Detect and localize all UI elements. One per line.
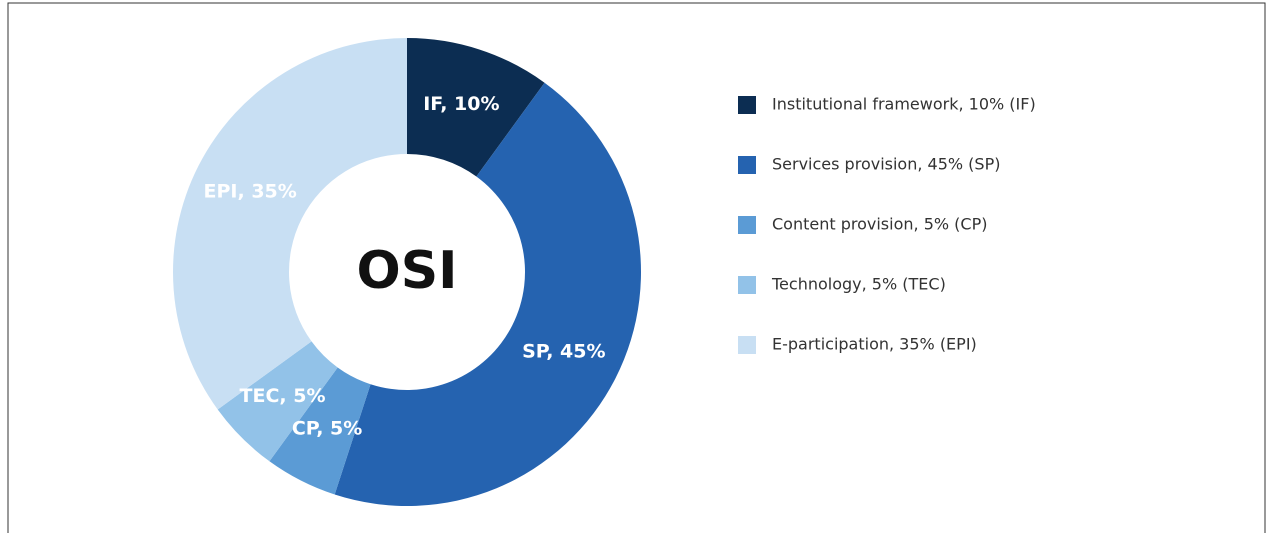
legend-text: Institutional framework, 10% (IF) xyxy=(772,95,1036,114)
slice-label: SP, 45% xyxy=(522,340,605,362)
slice-label: IF, 10% xyxy=(423,93,499,115)
legend-swatch xyxy=(738,156,756,174)
slice-label: EPI, 35% xyxy=(204,181,297,203)
legend-swatch xyxy=(738,276,756,294)
legend-swatch xyxy=(738,336,756,354)
legend-text: Services provision, 45% (SP) xyxy=(772,155,1000,174)
legend-text: Content provision, 5% (CP) xyxy=(772,215,987,234)
legend-swatch xyxy=(738,96,756,114)
slice-label: TEC, 5% xyxy=(240,385,326,407)
frame xyxy=(7,2,1266,533)
center-label: OSI xyxy=(356,241,457,301)
legend-text: Technology, 5% (TEC) xyxy=(771,275,946,294)
slice xyxy=(334,82,642,507)
labels: IF, 10% SP, 45% CP, 5% TEC, 5% EPI, 35% xyxy=(204,93,606,439)
legend-swatch xyxy=(738,216,756,234)
slice xyxy=(173,38,407,410)
slices xyxy=(173,38,642,507)
slice-label: CP, 5% xyxy=(292,417,362,439)
slice xyxy=(217,341,338,462)
slice xyxy=(407,38,545,177)
slice xyxy=(269,367,371,495)
legend-text: E-participation, 35% (EPI) xyxy=(772,335,977,354)
